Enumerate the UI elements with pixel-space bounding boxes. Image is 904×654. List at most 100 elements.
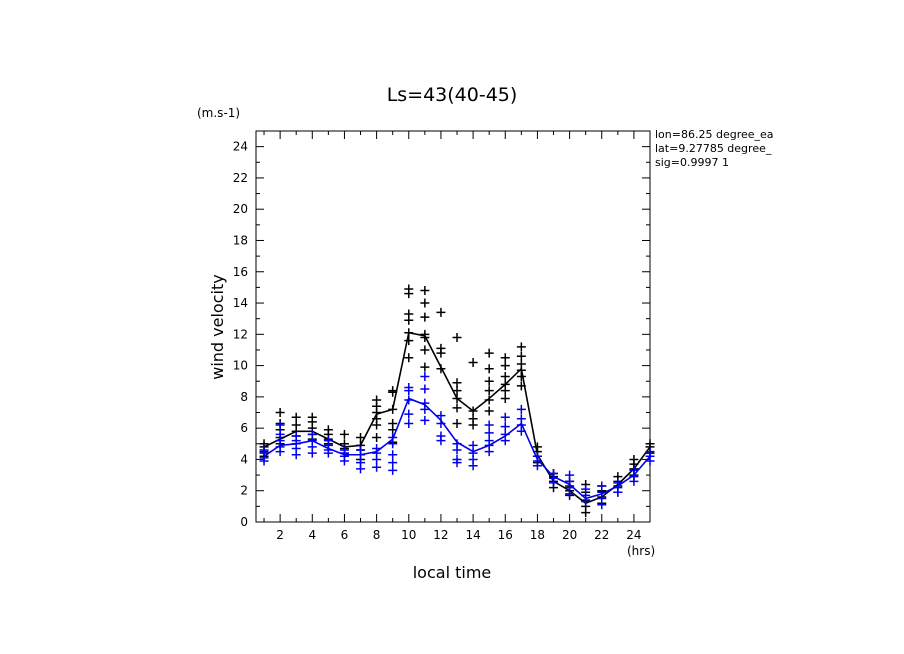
data-point-black [420, 312, 430, 322]
data-point-blue [404, 409, 414, 419]
y-tick-label: 10 [233, 359, 248, 373]
data-point-blue [404, 395, 414, 405]
data-point-blue [404, 418, 414, 428]
data-point-black [452, 378, 462, 388]
y-tick-label: 8 [240, 390, 248, 404]
data-point-blue [436, 418, 446, 428]
plot-frame [255, 130, 651, 523]
data-point-blue [645, 447, 655, 457]
data-point-black [404, 336, 414, 346]
data-point-black [484, 386, 494, 396]
y-tick-label: 16 [233, 265, 248, 279]
data-point-black [532, 442, 542, 452]
data-point-black [323, 425, 333, 435]
x-tick-label: 10 [401, 528, 416, 542]
y-tick-label: 2 [240, 484, 248, 498]
data-point-blue [307, 429, 317, 439]
data-point-black [468, 414, 478, 424]
data-point-black [388, 386, 398, 396]
data-point-blue [484, 420, 494, 430]
data-point-blue [356, 458, 366, 468]
data-point-black [500, 393, 510, 403]
data-point-black [356, 433, 366, 443]
annotation-lat: lat=9.27785 degree_ [655, 142, 772, 155]
y-tick-label: 14 [233, 296, 248, 310]
data-point-blue [388, 450, 398, 460]
y-tick-label: 18 [233, 233, 248, 247]
data-point-black [404, 328, 414, 338]
data-point-black [516, 381, 526, 391]
x-tick-label: 22 [594, 528, 609, 542]
data-point-black [452, 403, 462, 413]
data-point-blue [356, 445, 366, 455]
x-unit-label: (hrs) [627, 544, 655, 558]
data-point-black [468, 406, 478, 416]
data-point-black [291, 420, 301, 430]
data-point-black [484, 406, 494, 416]
data-point-blue [436, 431, 446, 441]
x-tick-label: 14 [465, 528, 480, 542]
data-point-black [436, 307, 446, 317]
data-point-black [388, 418, 398, 428]
data-point-blue [420, 372, 430, 382]
data-point-blue [388, 458, 398, 468]
data-point-black [452, 418, 462, 428]
x-tick-label: 24 [626, 528, 641, 542]
data-point-black [629, 454, 639, 464]
data-point-black [436, 364, 446, 374]
data-point-black [291, 412, 301, 422]
data-point-black [275, 408, 285, 418]
data-point-black [307, 412, 317, 422]
data-point-black [420, 298, 430, 308]
data-point-blue [532, 451, 542, 461]
x-tick-label: 8 [373, 528, 381, 542]
x-tick-label: 18 [530, 528, 545, 542]
data-point-blue [484, 436, 494, 446]
data-point-blue [404, 382, 414, 392]
y-tick-label: 12 [233, 327, 248, 341]
mean-line-black [263, 331, 651, 505]
data-point-blue [388, 465, 398, 475]
data-point-blue [420, 415, 430, 425]
x-tick-label: 16 [498, 528, 513, 542]
data-point-blue [500, 412, 510, 422]
data-point-blue [613, 478, 623, 488]
data-point-black [388, 404, 398, 414]
data-point-blue [436, 411, 446, 421]
data-point-blue [452, 454, 462, 464]
data-point-blue [275, 429, 285, 439]
data-point-blue [468, 448, 478, 458]
series-blue [259, 372, 655, 510]
y-tick-label: 22 [233, 171, 248, 185]
annotation-lon: lon=86.25 degree_ea [655, 128, 774, 141]
data-point-black [500, 353, 510, 363]
data-point-black [516, 351, 526, 361]
data-point-black [436, 343, 446, 353]
y-tick-label: 0 [240, 515, 248, 529]
data-point-blue [549, 469, 559, 479]
data-point-blue [468, 440, 478, 450]
data-point-black [645, 439, 655, 449]
data-point-black [420, 345, 430, 355]
x-axis-label: local time [413, 563, 492, 582]
data-point-blue [291, 431, 301, 441]
y-axis-label: wind velocity [208, 274, 227, 379]
data-point-blue [388, 433, 398, 443]
data-point-black [404, 353, 414, 363]
data-point-blue [323, 436, 333, 446]
data-point-blue [629, 465, 639, 475]
y-unit-label: (m.s-1) [197, 106, 240, 120]
y-tick-label: 4 [240, 452, 248, 466]
data-point-blue [581, 484, 591, 494]
data-point-black [484, 376, 494, 386]
plot-area: 2 4 6 8 10 12 14 16 18 20 22 2402468101214161820222… [233, 130, 655, 542]
data-point-black [452, 393, 462, 403]
series-black [259, 284, 655, 518]
data-point-blue [516, 404, 526, 414]
data-point-blue [516, 414, 526, 424]
data-point-blue [565, 470, 575, 480]
data-point-black [484, 395, 494, 405]
data-point-black [500, 379, 510, 389]
y-tick-label: 24 [233, 140, 248, 154]
